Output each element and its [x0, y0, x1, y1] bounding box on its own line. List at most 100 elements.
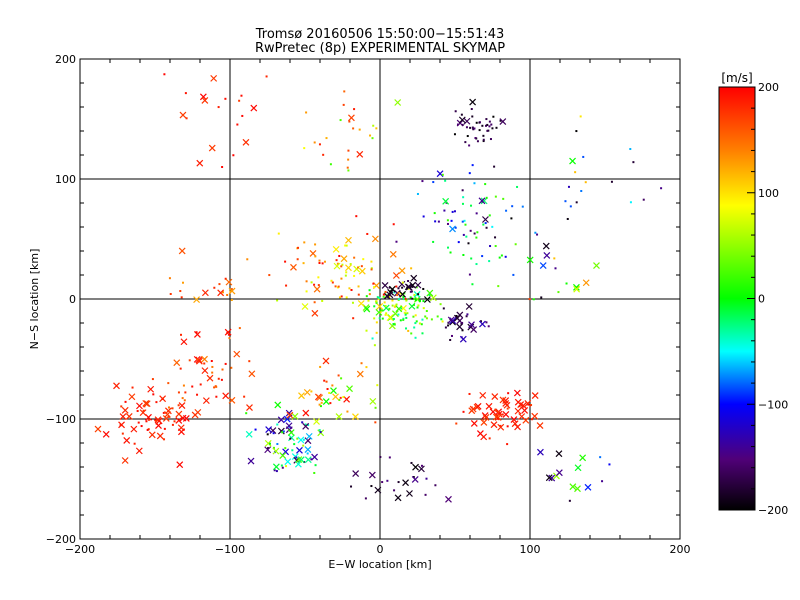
data-point-dot	[462, 253, 465, 256]
data-point-dot	[180, 296, 183, 299]
data-point-dot	[406, 286, 409, 289]
data-point-dot	[371, 337, 374, 340]
data-point-cross	[178, 247, 186, 255]
data-point-dot	[357, 285, 360, 288]
data-point-dot	[211, 365, 214, 368]
data-point-dot	[471, 164, 474, 167]
data-point-cross	[408, 302, 416, 310]
data-point-dot	[482, 140, 485, 143]
data-point-cross	[206, 374, 214, 382]
data-point-dot	[375, 301, 378, 304]
data-point-dot	[506, 407, 509, 410]
data-point-dot	[416, 192, 419, 195]
data-point-dot	[240, 94, 243, 97]
data-point-dot	[360, 265, 363, 268]
data-point-dot	[368, 289, 371, 292]
data-point-cross	[537, 448, 544, 456]
data-point-dot	[404, 312, 407, 315]
data-point-dot	[384, 313, 387, 316]
data-point-dot	[393, 305, 396, 308]
data-point-dot	[163, 73, 166, 76]
data-point-cross	[201, 289, 209, 297]
data-point-dot	[295, 456, 298, 459]
data-point-dot	[217, 106, 220, 109]
data-point-dot	[443, 209, 446, 212]
data-point-dot	[131, 386, 134, 389]
data-point-dot	[472, 127, 475, 130]
data-point-cross	[121, 406, 129, 414]
data-point-dot	[418, 322, 421, 325]
data-point-dot	[642, 198, 645, 201]
data-point-dot	[329, 402, 332, 405]
data-point-dot	[282, 430, 285, 433]
data-point-dot	[215, 385, 218, 388]
data-point-dot	[353, 256, 356, 259]
data-point-dot	[375, 331, 378, 334]
data-point-dot	[476, 231, 479, 234]
data-point-dot	[221, 291, 224, 294]
data-point-dot	[352, 127, 355, 130]
data-point-dot	[340, 295, 343, 298]
data-point-cross	[479, 391, 487, 399]
data-point-cross	[272, 447, 280, 455]
data-point-dot	[317, 284, 320, 287]
data-point-dot	[228, 337, 231, 340]
data-point-dot	[454, 110, 457, 113]
data-point-cross	[458, 116, 466, 124]
data-point-dot	[347, 169, 350, 172]
data-point-cross	[311, 453, 319, 461]
y-tick-label: 200	[55, 53, 76, 66]
data-point-cross	[123, 436, 131, 444]
data-point-dot	[338, 398, 341, 401]
data-point-dot	[494, 236, 497, 239]
data-point-cross	[313, 418, 320, 425]
colorbar-tick-label: 200	[758, 81, 779, 94]
data-point-cross	[285, 409, 293, 417]
data-point-dot	[450, 334, 453, 337]
data-point-cross	[94, 425, 102, 433]
data-point-dot	[168, 415, 171, 418]
data-point-dot	[321, 299, 324, 302]
data-point-dot	[348, 287, 351, 290]
data-point-dot	[397, 313, 400, 316]
data-point-cross	[491, 393, 499, 401]
data-point-dot	[453, 133, 456, 136]
data-point-dot	[376, 384, 379, 387]
data-point-dot	[162, 411, 165, 414]
data-point-dot	[410, 332, 413, 335]
data-point-dot	[409, 296, 412, 299]
data-point-dot	[402, 298, 405, 301]
data-point-dot	[362, 258, 365, 261]
data-point-dot	[468, 273, 471, 276]
data-point-cross	[277, 416, 285, 424]
data-point-dot	[381, 481, 384, 484]
data-point-dot	[488, 125, 491, 128]
data-point-dot	[462, 233, 465, 236]
data-point-dot	[226, 293, 229, 296]
data-point-dot	[291, 449, 294, 452]
data-point-dot	[272, 432, 275, 435]
data-point-dot	[351, 301, 354, 304]
data-point-dot	[455, 316, 458, 319]
data-point-dot	[410, 290, 413, 293]
data-point-dot	[569, 205, 572, 208]
data-point-dot	[388, 307, 391, 310]
data-point-cross	[250, 104, 258, 112]
data-point-dot	[384, 305, 387, 308]
data-point-dot	[482, 223, 485, 226]
data-point-dot	[230, 298, 233, 301]
data-point-cross	[356, 370, 364, 378]
data-point-dot	[505, 209, 508, 212]
data-point-cross	[277, 427, 285, 435]
data-point-cross	[481, 412, 489, 419]
data-point-dot	[218, 283, 221, 286]
data-point-cross	[459, 335, 467, 343]
data-point-dot	[453, 210, 456, 213]
y-tick-label: −200	[46, 533, 76, 546]
data-point-dot	[434, 220, 437, 223]
data-point-dot	[405, 299, 408, 302]
data-point-cross	[322, 398, 330, 405]
data-point-cross	[202, 397, 210, 405]
data-point-dot	[350, 288, 353, 291]
data-point-dot	[397, 481, 400, 484]
